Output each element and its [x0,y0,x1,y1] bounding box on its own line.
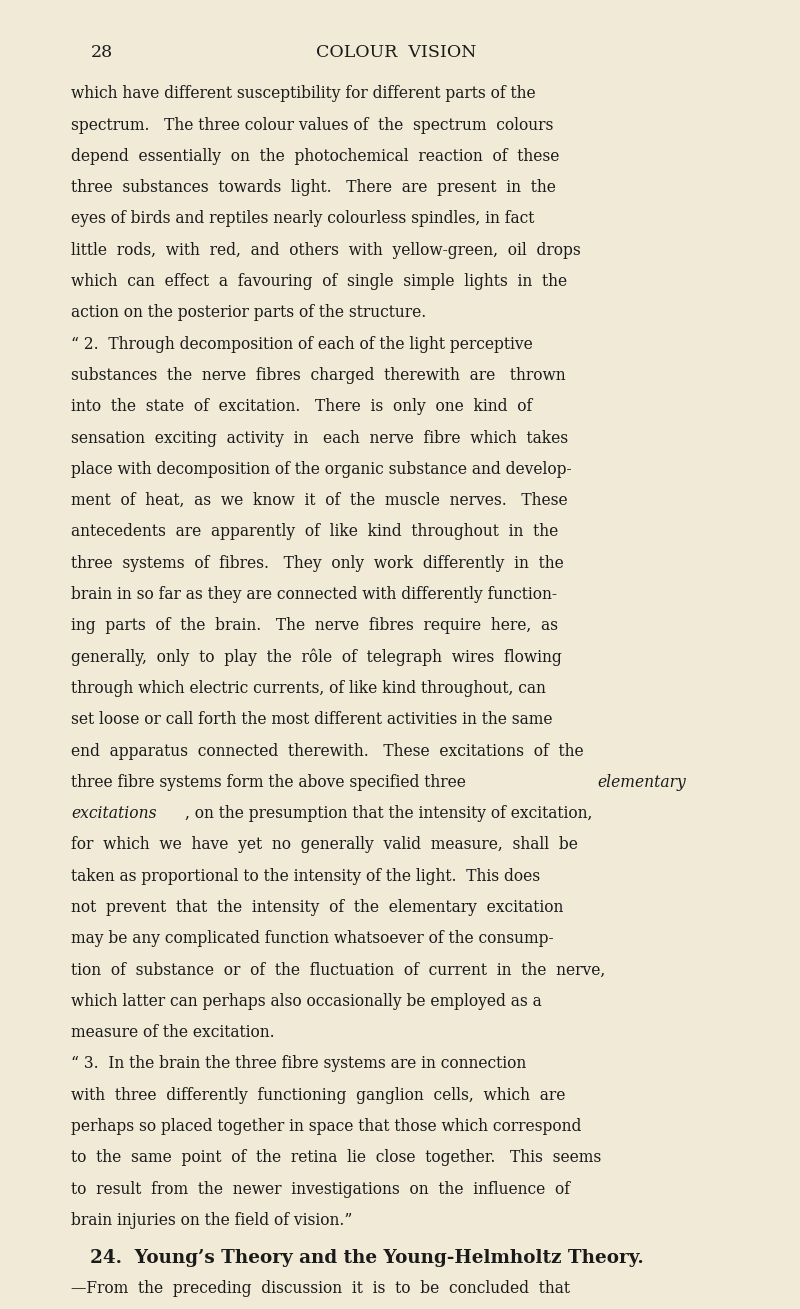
Text: which have different susceptibility for different parts of the: which have different susceptibility for … [71,85,536,102]
Text: tion  of  substance  or  of  the  fluctuation  of  current  in  the  nerve,: tion of substance or of the fluctuation … [71,962,606,979]
Text: action on the posterior parts of the structure.: action on the posterior parts of the str… [71,304,426,321]
Text: —From  the  preceding  discussion  it  is  to  be  concluded  that: —From the preceding discussion it is to … [71,1280,570,1297]
Text: which latter can perhaps also occasionally be employed as a: which latter can perhaps also occasional… [71,994,542,1009]
Text: spectrum.   The three colour values of  the  spectrum  colours: spectrum. The three colour values of the… [71,117,554,134]
Text: little  rods,  with  red,  and  others  with  yellow-green,  oil  drops: little rods, with red, and others with y… [71,242,581,259]
Text: three fibre systems form the above specified three: three fibre systems form the above speci… [71,774,471,791]
Text: , on the presumption that the intensity of excitation,: , on the presumption that the intensity … [185,805,592,822]
Text: sensation  exciting  activity  in   each  nerve  fibre  which  takes: sensation exciting activity in each nerv… [71,429,568,446]
Text: “ 2.  Through decomposition of each of the light perceptive: “ 2. Through decomposition of each of th… [71,335,533,352]
Text: antecedents  are  apparently  of  like  kind  throughout  in  the: antecedents are apparently of like kind … [71,524,558,541]
Text: COLOUR  VISION: COLOUR VISION [315,45,476,62]
Text: set loose or call forth the most different activities in the same: set loose or call forth the most differe… [71,711,553,728]
Text: generally,  only  to  play  the  rôle  of  telegraph  wires  flowing: generally, only to play the rôle of tele… [71,648,562,666]
Text: which  can  effect  a  favouring  of  single  simple  lights  in  the: which can effect a favouring of single s… [71,274,567,291]
Text: through which electric currents, of like kind throughout, can: through which electric currents, of like… [71,679,546,696]
Text: taken as proportional to the intensity of the light.  This does: taken as proportional to the intensity o… [71,868,540,885]
Text: 28: 28 [91,45,113,62]
Text: eyes of birds and reptiles nearly colourless spindles, in fact: eyes of birds and reptiles nearly colour… [71,211,534,228]
Text: brain in so far as they are connected with differently function-: brain in so far as they are connected wi… [71,586,558,603]
Text: not  prevent  that  the  intensity  of  the  elementary  excitation: not prevent that the intensity of the el… [71,899,564,916]
Text: elementary: elementary [598,774,686,791]
Text: ing  parts  of  the  brain.   The  nerve  fibres  require  here,  as: ing parts of the brain. The nerve fibres… [71,618,558,635]
Text: “ 3.  In the brain the three fibre systems are in connection: “ 3. In the brain the three fibre system… [71,1055,526,1072]
Text: three  systems  of  fibres.   They  only  work  differently  in  the: three systems of fibres. They only work … [71,555,564,572]
Text: to  the  same  point  of  the  retina  lie  close  together.   This  seems: to the same point of the retina lie clos… [71,1149,602,1166]
Text: substances  the  nerve  fibres  charged  therewith  are   thrown: substances the nerve fibres charged ther… [71,367,566,384]
Text: may be any complicated function whatsoever of the consump-: may be any complicated function whatsoev… [71,931,554,948]
Text: excitations: excitations [71,805,157,822]
Text: to  result  from  the  newer  investigations  on  the  influence  of: to result from the newer investigations … [71,1181,570,1198]
Text: end  apparatus  connected  therewith.   These  excitations  of  the: end apparatus connected therewith. These… [71,742,584,759]
Text: place with decomposition of the organic substance and develop-: place with decomposition of the organic … [71,461,572,478]
Text: 24.  Young’s Theory and the Young-Helmholtz Theory.: 24. Young’s Theory and the Young-Helmhol… [71,1249,644,1267]
Text: ment  of  heat,  as  we  know  it  of  the  muscle  nerves.   These: ment of heat, as we know it of the muscl… [71,492,568,509]
Text: for  which  we  have  yet  no  generally  valid  measure,  shall  be: for which we have yet no generally valid… [71,836,578,853]
Text: into  the  state  of  excitation.   There  is  only  one  kind  of: into the state of excitation. There is o… [71,398,533,415]
Text: three  substances  towards  light.   There  are  present  in  the: three substances towards light. There ar… [71,179,556,196]
Text: brain injuries on the field of vision.”: brain injuries on the field of vision.” [71,1212,353,1229]
Text: perhaps so placed together in space that those which correspond: perhaps so placed together in space that… [71,1118,582,1135]
Text: measure of the excitation.: measure of the excitation. [71,1024,275,1041]
Text: depend  essentially  on  the  photochemical  reaction  of  these: depend essentially on the photochemical … [71,148,560,165]
Text: with  three  differently  functioning  ganglion  cells,  which  are: with three differently functioning gangl… [71,1086,566,1103]
